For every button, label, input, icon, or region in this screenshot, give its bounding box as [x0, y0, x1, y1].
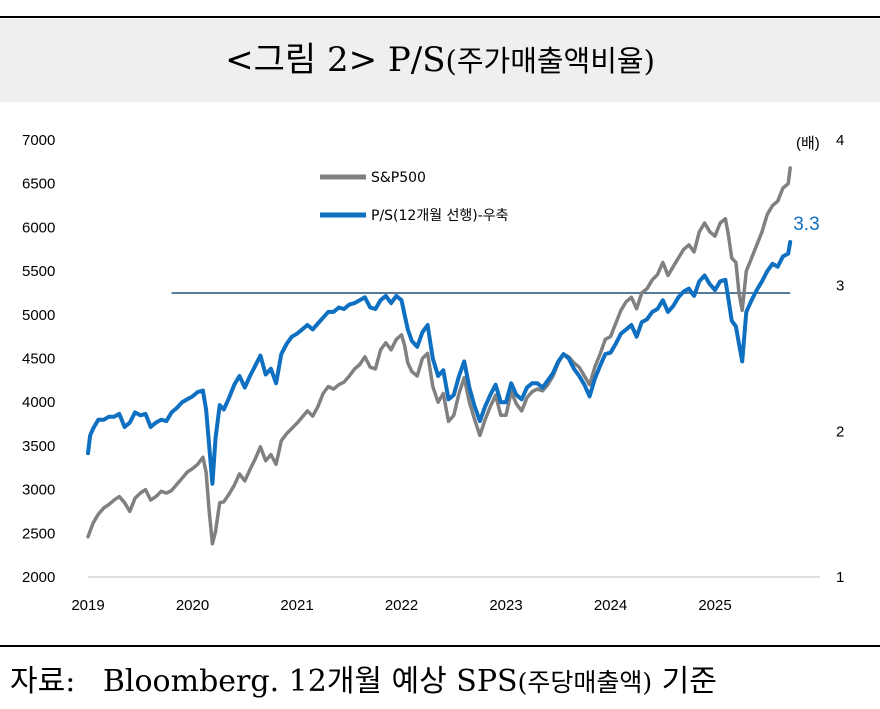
source-tail: 기준 — [652, 664, 717, 699]
title-band — [0, 19, 880, 102]
source-text: Bloomberg. 12개월 예상 SPS — [102, 664, 518, 699]
legend-label-ps: P/S(12개월 선행)-우축 — [371, 208, 509, 224]
top-rule — [0, 16, 880, 18]
bottom-rule — [0, 645, 880, 647]
y-left-tick-label: 5000 — [22, 307, 55, 324]
x-tick-label: 2024 — [594, 597, 627, 614]
x-tick-label: 2023 — [489, 597, 522, 614]
x-tick-label: 2019 — [71, 597, 104, 614]
y-left-tick-label: 5500 — [22, 263, 55, 280]
x-tick-label: 2022 — [385, 597, 418, 614]
y-right-tick-label: 3 — [836, 278, 844, 295]
y-left-tick-label: 2500 — [22, 525, 55, 542]
x-tick-label: 2020 — [176, 597, 209, 614]
y-left-tick-label: 3000 — [22, 482, 55, 499]
figure-title-sub: (주가매출액비율) — [445, 44, 655, 78]
x-tick-label: 2025 — [698, 597, 731, 614]
sp500-line — [86, 166, 792, 546]
y-left-tick-label: 4000 — [22, 394, 55, 411]
source-sub: (주당매출액) — [517, 668, 653, 697]
y-right-unit-label: (배) — [796, 135, 820, 152]
y-right-tick-label: 2 — [836, 423, 844, 440]
figure-title: <그림 2> P/S(주가매출액비율) — [0, 19, 880, 102]
source-label: 자료: — [10, 664, 76, 699]
y-left-tick-label: 3500 — [22, 438, 55, 455]
source-note: 자료: Bloomberg. 12개월 예상 SPS(주당매출액) 기준 — [10, 656, 717, 700]
ps-line — [86, 240, 793, 486]
figure-title-main: <그림 2> P/S — [225, 40, 446, 80]
y-left-tick-label: 2000 — [22, 569, 55, 586]
y-left-tick-label: 6000 — [22, 219, 55, 236]
y-right-tick-label: 4 — [836, 132, 844, 149]
y-left-tick-label: 4500 — [22, 351, 55, 368]
x-tick-label: 2021 — [280, 597, 313, 614]
ps-last-value-label: 3.3 — [793, 214, 819, 235]
legend-label-sp500: S&P500 — [371, 170, 426, 186]
y-left-tick-label: 7000 — [22, 132, 55, 149]
y-right-tick-label: 1 — [836, 569, 844, 586]
y-left-tick-label: 6500 — [22, 176, 55, 193]
chart-area: 2000 2500 3000 3500 4000 4500 5000 5500 6000 6500… — [22, 132, 844, 614]
